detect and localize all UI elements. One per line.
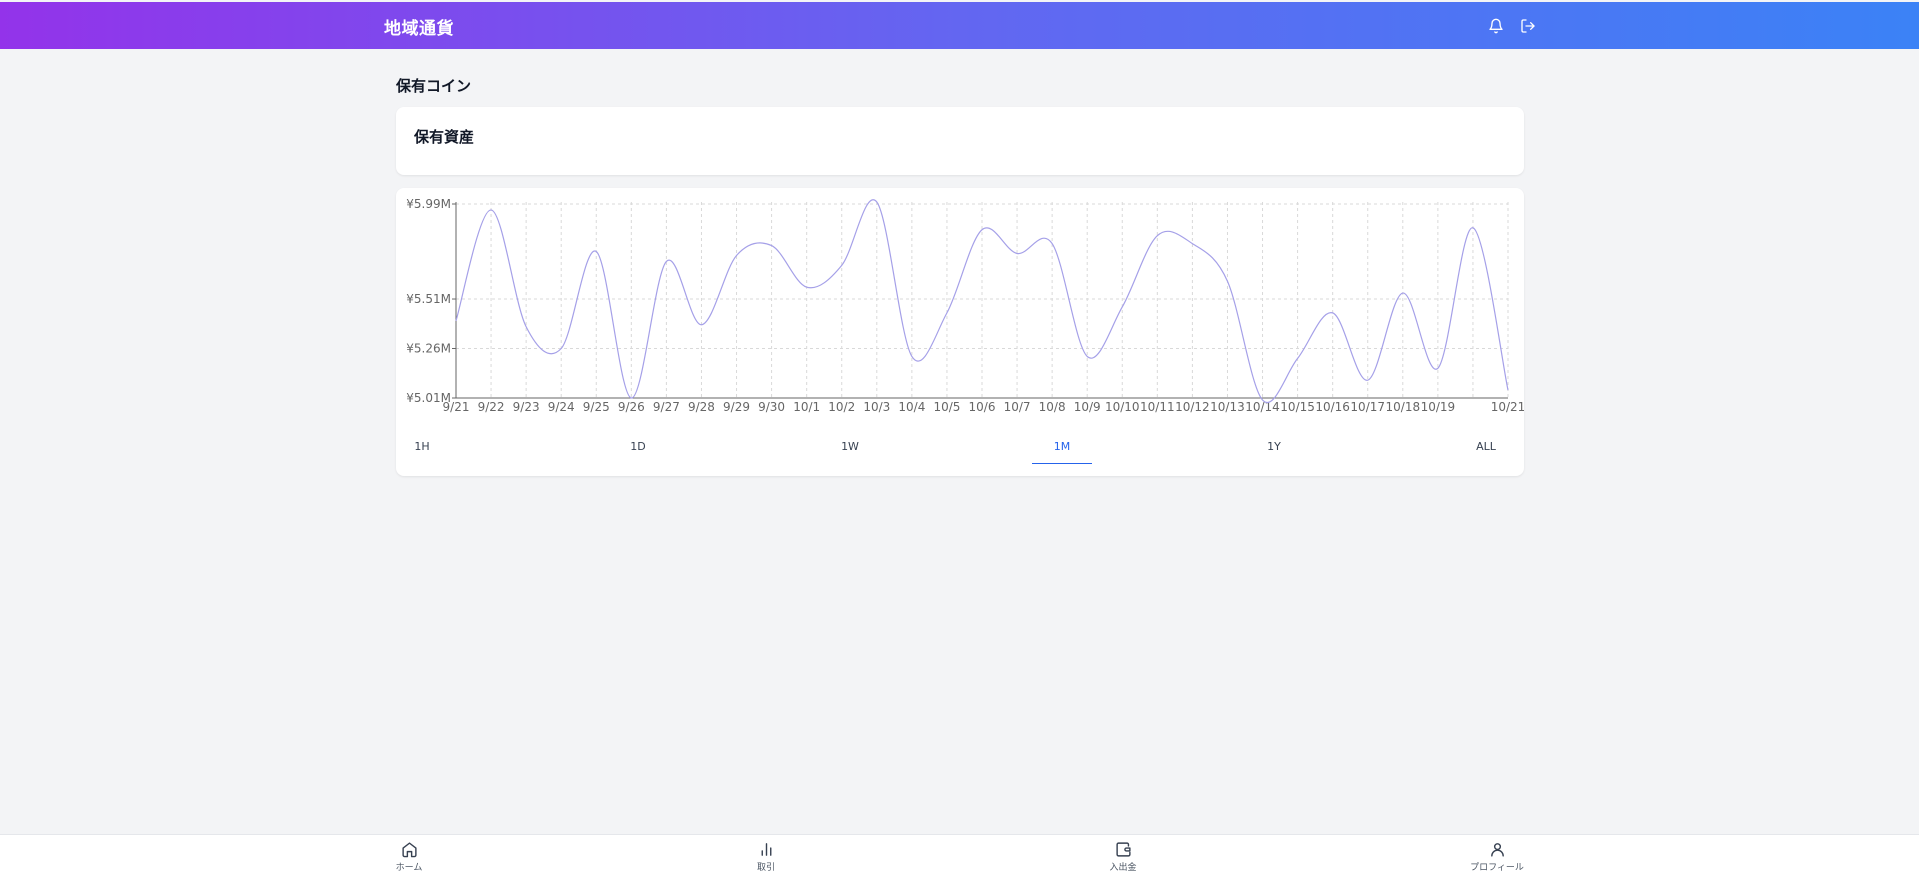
range-button-all[interactable]: ALL [1476, 440, 1496, 453]
x-tick-label: 10/3 [863, 400, 890, 414]
range-button-1h[interactable]: 1H [414, 440, 430, 453]
balance-series-line [455, 199, 1509, 404]
x-tick-label: 10/6 [969, 400, 996, 414]
y-tick-label: ¥5.51M [406, 292, 451, 306]
x-tick-label: 10/19 [1421, 400, 1456, 414]
chart-card: ¥5.01M ¥5.26M ¥5.51M ¥5.99M 9/21 9/22 9/23 9/24… [396, 188, 1524, 476]
x-tick-label: 10/2 [828, 400, 855, 414]
nav-wallet-label: 入出金 [1109, 863, 1137, 873]
range-button-1d[interactable]: 1D [630, 440, 646, 453]
x-tick-label: 9/26 [618, 400, 645, 414]
asset-card-title: 保有資産 [414, 128, 475, 146]
x-tick-label: 10/7 [1004, 400, 1031, 414]
x-tick-label: 10/5 [933, 400, 960, 414]
user-icon [1490, 843, 1504, 857]
nav-trade-label: 取引 [756, 863, 775, 873]
home-icon [401, 842, 417, 858]
y-tick-label: ¥5.26M [406, 342, 451, 356]
x-tick-label: 10/12 [1175, 400, 1210, 414]
nav-profile[interactable]: プロフィール [1457, 841, 1537, 873]
x-tick-label: 10/1 [793, 400, 820, 414]
x-tick-label: 9/28 [688, 400, 715, 414]
nav-home-label: ホーム [395, 863, 423, 873]
x-tick-label: 10/21 [1491, 400, 1524, 414]
app-title[interactable]: 地域通貨 [384, 19, 454, 39]
range-button-1y[interactable]: 1Y [1267, 440, 1281, 453]
x-tick-label: 10/18 [1386, 400, 1421, 414]
range-button-1w[interactable]: 1W [841, 440, 859, 453]
x-tick-label: 9/30 [758, 400, 785, 414]
nav-wallet[interactable]: 入出金 [1083, 841, 1163, 873]
bottom-nav: ホーム 取引 入出金 プロフィール [0, 834, 1919, 874]
bar-chart-icon [761, 843, 771, 856]
range-button-1m[interactable]: 1M [1032, 434, 1092, 464]
nav-home[interactable]: ホーム [369, 841, 449, 873]
x-tick-label: 10/14 [1245, 400, 1280, 414]
y-tick-label: ¥5.01M [406, 391, 451, 405]
x-tick-label: 10/17 [1350, 400, 1385, 414]
asset-card: 保有資産 [396, 107, 1524, 175]
x-tick-label: 10/11 [1140, 400, 1175, 414]
x-tick-label: 9/22 [478, 400, 505, 414]
header-actions [1486, 16, 1538, 36]
nav-profile-label: プロフィール [1470, 863, 1524, 873]
wallet-icon [1115, 842, 1131, 857]
x-tick-label: 10/15 [1280, 400, 1315, 414]
x-tick-label: 10/4 [898, 400, 925, 414]
bell-icon[interactable] [1486, 16, 1506, 36]
x-tick-label: 10/16 [1315, 400, 1350, 414]
y-tick-label: ¥5.99M [406, 197, 451, 211]
nav-trade[interactable]: 取引 [726, 841, 806, 873]
x-tick-label: 10/13 [1210, 400, 1245, 414]
x-tick-label: 9/25 [583, 400, 610, 414]
x-tick-label: 10/8 [1039, 400, 1066, 414]
x-tick-label: 9/29 [723, 400, 750, 414]
logout-icon[interactable] [1518, 16, 1538, 36]
balance-chart[interactable]: ¥5.01M ¥5.26M ¥5.51M ¥5.99M 9/21 9/22 9/23 9/24… [396, 188, 1524, 428]
page-title: 保有コイン [396, 77, 472, 95]
x-tick-label: 9/27 [653, 400, 680, 414]
x-tick-label: 10/9 [1074, 400, 1101, 414]
x-tick-label: 10/10 [1105, 400, 1140, 414]
x-tick-label: 9/24 [548, 400, 575, 414]
time-range-selector: 1H 1D 1W 1M 1Y ALL [396, 434, 1524, 464]
app-header: 地域通貨 [0, 2, 1919, 49]
x-tick-label: 9/21 [443, 400, 470, 414]
x-tick-label: 9/23 [513, 400, 540, 414]
